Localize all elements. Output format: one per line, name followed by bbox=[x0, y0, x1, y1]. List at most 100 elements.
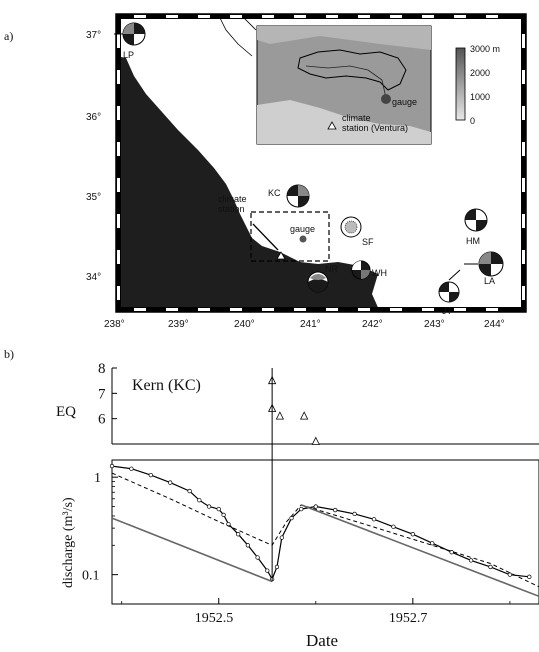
discharge-subplot: discharge (m³/s) 10.1 1952.5 1952.7 Date bbox=[61, 459, 539, 650]
inset-map: gauge climate station (Ventura) 3000 m 2… bbox=[256, 25, 500, 145]
observed-point bbox=[206, 504, 212, 509]
plot-series bbox=[109, 463, 539, 598]
panel-a-label: a) bbox=[4, 29, 13, 43]
land-mass bbox=[116, 56, 380, 312]
observed-point bbox=[289, 515, 294, 521]
observed-point bbox=[391, 524, 396, 529]
lat-37: 37° bbox=[86, 30, 101, 41]
station-jt-label: JT bbox=[442, 306, 453, 316]
observed-point bbox=[313, 504, 318, 509]
map: gauge climate station (Ventura) 3000 m 2… bbox=[114, 13, 527, 316]
scale-label-0: 0 bbox=[470, 116, 475, 126]
climate-line2: station bbox=[218, 204, 245, 214]
chart-title: Kern (KC) bbox=[132, 377, 201, 394]
station-lp-label: LP bbox=[123, 50, 134, 60]
observed-point bbox=[527, 574, 532, 579]
beachball-jt: JT bbox=[438, 269, 461, 316]
observed-point bbox=[221, 512, 226, 518]
watershed-outline bbox=[297, 49, 407, 91]
lat-35: 35° bbox=[86, 192, 101, 203]
frame-dashes bbox=[116, 14, 526, 312]
observed-point bbox=[410, 532, 415, 537]
inset-climate-line2: station (Ventura) bbox=[342, 123, 408, 133]
lon-238: 238° bbox=[104, 319, 125, 330]
station-wh-label: WH bbox=[372, 268, 387, 278]
discharge-frame bbox=[111, 459, 539, 605]
eq-tick-label: 8 bbox=[98, 361, 106, 377]
station-la-label: LA bbox=[484, 276, 495, 286]
climate-line1: climate bbox=[218, 194, 247, 204]
observed-point bbox=[299, 506, 304, 512]
eq-label: EQ bbox=[56, 404, 76, 420]
lon-242: 242° bbox=[362, 319, 383, 330]
beachball-nr: NR bbox=[307, 264, 338, 293]
model-solid-line bbox=[111, 517, 273, 583]
inset-climate-line1: climate bbox=[342, 113, 371, 123]
observed-point bbox=[430, 541, 435, 546]
lon-243: 243° bbox=[424, 319, 445, 330]
observed-point bbox=[197, 498, 202, 503]
eq-tick-label: 7 bbox=[98, 386, 106, 402]
y-tick-label: 0.1 bbox=[82, 569, 100, 584]
observed-point bbox=[333, 507, 338, 513]
observed-point bbox=[187, 488, 192, 494]
gauge-dot bbox=[299, 235, 307, 243]
station-nr-label: NR bbox=[325, 264, 338, 274]
station-sf-label: SF bbox=[362, 237, 374, 247]
panel-b-label: b) bbox=[4, 347, 14, 361]
scale-label-1000: 1000 bbox=[470, 92, 490, 102]
lon-241: 241° bbox=[300, 319, 321, 330]
y-axis-label: discharge (m³/s) bbox=[61, 497, 76, 588]
beachball-wh: WH bbox=[351, 260, 387, 280]
observed-point bbox=[255, 555, 260, 560]
lon-244: 244° bbox=[484, 319, 505, 330]
scale-label-2000: 2000 bbox=[470, 68, 490, 78]
beachball-lp: LP bbox=[114, 22, 146, 60]
observed-point bbox=[507, 572, 513, 577]
y-ticks: 10.1 bbox=[82, 471, 118, 584]
x-axis-label: Date bbox=[306, 631, 338, 650]
scale-label-3000: 3000 m bbox=[470, 44, 500, 54]
elevation-scale-bar bbox=[455, 47, 466, 121]
beachball-la: LA bbox=[464, 251, 504, 286]
observed-discharge-line bbox=[111, 465, 530, 581]
inset-climate-label: climate station (Ventura) bbox=[342, 113, 408, 133]
beachball-sf: SF bbox=[340, 216, 374, 247]
lat-34: 34° bbox=[86, 272, 101, 283]
earthquake-marker bbox=[311, 436, 320, 445]
observed-point bbox=[148, 472, 153, 478]
observed-point bbox=[109, 463, 115, 469]
earthquake-marker bbox=[300, 411, 309, 420]
observed-point bbox=[245, 543, 251, 548]
river bbox=[305, 65, 387, 99]
inset-climate-station-icon bbox=[327, 121, 337, 130]
observed-point bbox=[168, 480, 173, 485]
frame-dash-gaps bbox=[117, 15, 525, 311]
lat-36: 36° bbox=[86, 112, 101, 123]
x-tick-label: 1952.7 bbox=[389, 611, 428, 626]
inset-gauge-label: gauge bbox=[392, 97, 417, 107]
beachball-kc: KC bbox=[268, 184, 310, 208]
x-ticks: 1952.5 1952.7 bbox=[121, 598, 511, 626]
eq-ticks: 8 7 6 bbox=[98, 361, 117, 428]
gauge-label: gauge bbox=[290, 224, 315, 234]
earthquake-marker bbox=[275, 411, 285, 420]
observed-point bbox=[488, 564, 493, 570]
lon-ticks: 238° 239° 240° 241° 242° 243° 244° bbox=[104, 319, 505, 330]
lon-240: 240° bbox=[234, 319, 255, 330]
observed-point bbox=[216, 506, 221, 512]
eq-tick-label: 6 bbox=[98, 412, 106, 428]
beachball-hm: HM bbox=[464, 208, 488, 246]
lat-ticks: 37° 36° 35° 34° bbox=[86, 30, 101, 283]
station-kc-label: KC bbox=[268, 188, 281, 198]
eq-subplot: EQ Kern (KC) 8 7 6 bbox=[56, 361, 539, 445]
observed-point bbox=[265, 568, 270, 573]
eq-marks bbox=[267, 375, 320, 445]
inset-gauge-dot bbox=[381, 94, 391, 104]
station-hm-label: HM bbox=[466, 236, 480, 246]
observed-point bbox=[352, 511, 357, 517]
y-tick-label: 1 bbox=[94, 471, 101, 486]
climate-station-arrow bbox=[252, 223, 279, 251]
observed-point bbox=[129, 466, 134, 471]
